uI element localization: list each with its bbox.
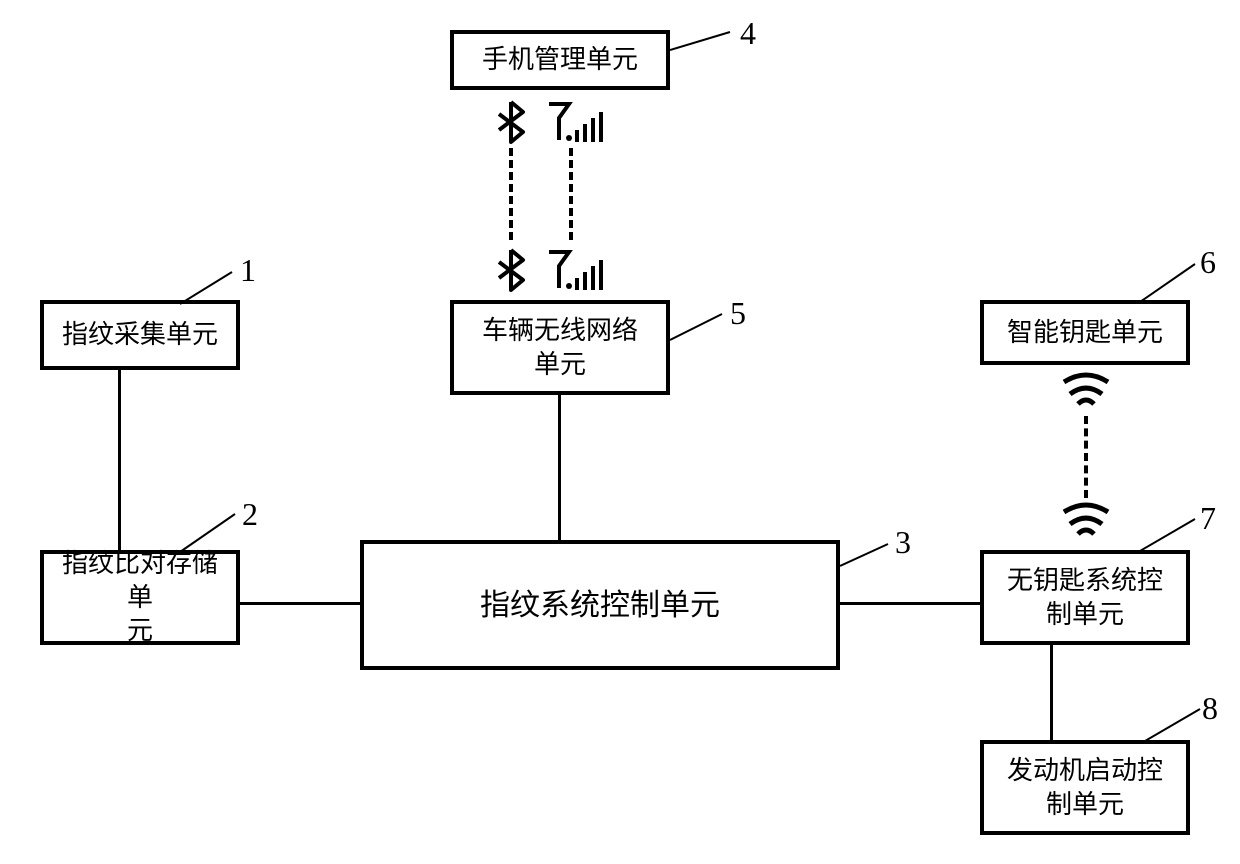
bluetooth-icon xyxy=(493,100,529,144)
box-label: 无钥匙系统控制单元 xyxy=(1007,564,1163,632)
box-keyless-system-control-unit: 无钥匙系统控制单元 xyxy=(980,550,1190,645)
box-label: 手机管理单元 xyxy=(482,43,638,77)
antenna-icon xyxy=(545,248,605,292)
box-fingerprint-collection-unit: 指纹采集单元 xyxy=(40,300,240,370)
box-fingerprint-compare-storage-unit: 指纹比对存储单元 xyxy=(40,550,240,645)
connector-1-2 xyxy=(118,370,121,550)
leader-3 xyxy=(840,540,900,575)
leader-2 xyxy=(180,510,250,555)
label-8: 8 xyxy=(1202,690,1218,727)
box-label: 指纹比对存储单元 xyxy=(52,547,228,648)
bluetooth-icon xyxy=(493,248,529,292)
label-3: 3 xyxy=(895,524,911,561)
box-label: 车辆无线网络单元 xyxy=(482,314,638,382)
label-5: 5 xyxy=(730,295,746,332)
dashed-link-bluetooth xyxy=(509,148,513,240)
box-label: 智能钥匙单元 xyxy=(1007,316,1163,350)
box-fingerprint-system-control-unit: 指纹系统控制单元 xyxy=(360,540,840,670)
wifi-icon xyxy=(1058,372,1114,412)
label-6: 6 xyxy=(1200,244,1216,281)
label-7: 7 xyxy=(1200,500,1216,537)
box-engine-start-control-unit: 发动机启动控制单元 xyxy=(980,740,1190,835)
box-label: 指纹系统控制单元 xyxy=(480,586,720,625)
label-1: 1 xyxy=(240,252,256,289)
dashed-link-wifi xyxy=(1084,416,1088,498)
box-label: 发动机启动控制单元 xyxy=(1007,754,1163,822)
label-2: 2 xyxy=(242,496,258,533)
box-vehicle-wireless-network-unit: 车辆无线网络单元 xyxy=(450,300,670,395)
wifi-icon xyxy=(1058,502,1114,542)
box-phone-management-unit: 手机管理单元 xyxy=(450,30,670,90)
connector-2-3 xyxy=(240,602,360,605)
label-4: 4 xyxy=(740,15,756,52)
dashed-link-signal xyxy=(569,148,573,240)
connector-3-7 xyxy=(840,602,980,605)
antenna-icon xyxy=(545,100,605,144)
connector-7-8 xyxy=(1050,645,1053,740)
connector-5-3 xyxy=(558,395,561,540)
box-smart-key-unit: 智能钥匙单元 xyxy=(980,300,1190,365)
box-label: 指纹采集单元 xyxy=(62,318,218,352)
